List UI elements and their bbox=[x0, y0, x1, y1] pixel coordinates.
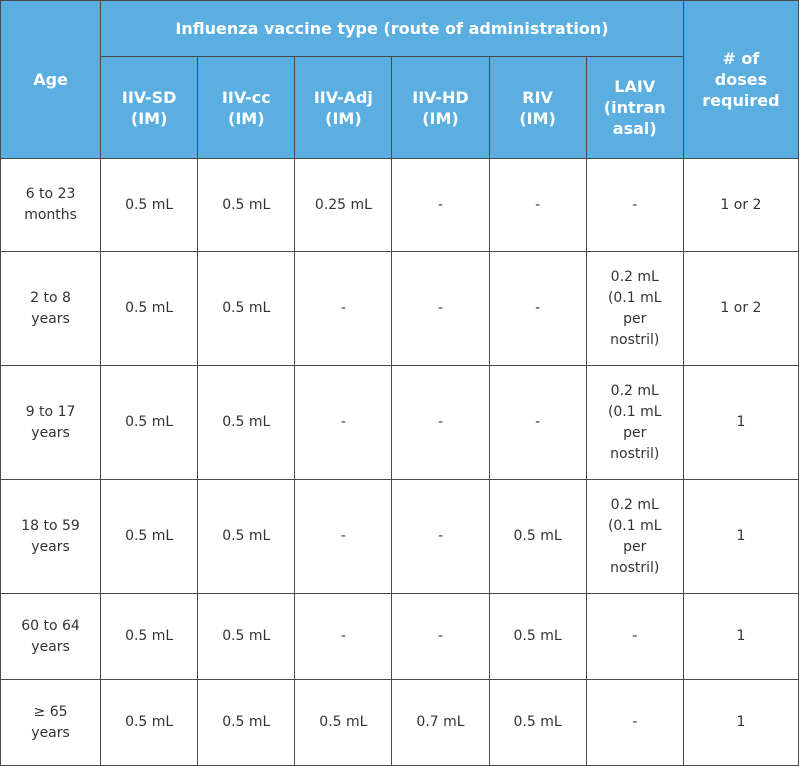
header-riv: RIV (IM) bbox=[488, 56, 587, 159]
header-vaccine-type-group: Influenza vaccine type (route of adminis… bbox=[100, 0, 684, 57]
header-laiv: LAIV (intran asal) bbox=[585, 56, 684, 159]
dose-cell-iiv-adj: 0.5 mL bbox=[294, 679, 393, 766]
doses-required-cell: 1 bbox=[682, 365, 800, 480]
dose-cell-iiv-hd: - bbox=[391, 365, 490, 480]
dose-cell-laiv: - bbox=[585, 679, 684, 766]
table-row: 60 to 64 years 0.5 mL 0.5 mL - - 0.5 mL … bbox=[0, 593, 800, 680]
header-row-vaccine-types: IIV-SD (IM) IIV-cc (IM) IIV-Adj (IM) IIV… bbox=[1, 56, 799, 159]
header-iiv-adj: IIV-Adj (IM) bbox=[294, 56, 393, 159]
dose-cell-riv: 0.5 mL bbox=[488, 593, 587, 680]
doses-required-cell: 1 bbox=[682, 593, 800, 680]
dose-cell-iiv-hd: - bbox=[391, 158, 490, 252]
dose-cell-riv: - bbox=[488, 251, 587, 366]
doses-required-cell: 1 or 2 bbox=[682, 251, 800, 366]
dose-cell-iiv-adj: - bbox=[294, 593, 393, 680]
dose-cell-riv: 0.5 mL bbox=[488, 479, 587, 594]
dose-cell-iiv-cc: 0.5 mL bbox=[197, 251, 296, 366]
doses-required-cell: 1 or 2 bbox=[682, 158, 800, 252]
dose-cell-riv: - bbox=[488, 158, 587, 252]
table-row: ≥ 65 years 0.5 mL 0.5 mL 0.5 mL 0.7 mL 0… bbox=[0, 679, 800, 766]
dose-cell-iiv-sd: 0.5 mL bbox=[100, 479, 199, 594]
header-doses-required: # of doses required bbox=[682, 0, 800, 159]
table-header: Age Influenza vaccine type (route of adm… bbox=[0, 0, 800, 159]
dose-cell-iiv-cc: 0.5 mL bbox=[197, 593, 296, 680]
dose-cell-iiv-hd: 0.7 mL bbox=[391, 679, 490, 766]
table-row: 9 to 17 years 0.5 mL 0.5 mL - - - 0.2 mL… bbox=[0, 365, 800, 480]
header-iiv-hd: IIV-HD (IM) bbox=[391, 56, 490, 159]
dose-cell-iiv-sd: 0.5 mL bbox=[100, 679, 199, 766]
header-row-top: Age Influenza vaccine type (route of adm… bbox=[0, 0, 800, 159]
dose-cell-iiv-hd: - bbox=[391, 593, 490, 680]
header-iiv-cc: IIV-cc (IM) bbox=[197, 56, 296, 159]
dose-cell-iiv-sd: 0.5 mL bbox=[100, 251, 199, 366]
dose-cell-laiv: 0.2 mL (0.1 mL per nostril) bbox=[585, 251, 684, 366]
table-body: 6 to 23 months 0.5 mL 0.5 mL 0.25 mL - -… bbox=[0, 158, 800, 766]
age-cell: 9 to 17 years bbox=[0, 365, 102, 480]
dose-cell-laiv: - bbox=[585, 158, 684, 252]
age-cell: 18 to 59 years bbox=[0, 479, 102, 594]
dose-cell-iiv-adj: 0.25 mL bbox=[294, 158, 393, 252]
dose-cell-riv: - bbox=[488, 365, 587, 480]
age-cell: 2 to 8 years bbox=[0, 251, 102, 366]
dose-cell-iiv-hd: - bbox=[391, 479, 490, 594]
dose-cell-iiv-sd: 0.5 mL bbox=[100, 365, 199, 480]
table-row: 18 to 59 years 0.5 mL 0.5 mL - - 0.5 mL … bbox=[0, 479, 800, 594]
dose-cell-iiv-hd: - bbox=[391, 251, 490, 366]
age-cell: 60 to 64 years bbox=[0, 593, 102, 680]
doses-required-cell: 1 bbox=[682, 679, 800, 766]
dose-cell-iiv-adj: - bbox=[294, 365, 393, 480]
table-row: 2 to 8 years 0.5 mL 0.5 mL - - - 0.2 mL … bbox=[0, 251, 800, 366]
dose-cell-iiv-cc: 0.5 mL bbox=[197, 365, 296, 480]
age-cell: ≥ 65 years bbox=[0, 679, 102, 766]
dose-cell-laiv: 0.2 mL (0.1 mL per nostril) bbox=[585, 365, 684, 480]
dose-cell-iiv-adj: - bbox=[294, 479, 393, 594]
dose-cell-iiv-adj: - bbox=[294, 251, 393, 366]
dose-cell-iiv-cc: 0.5 mL bbox=[197, 679, 296, 766]
dose-cell-laiv: - bbox=[585, 593, 684, 680]
table-row: 6 to 23 months 0.5 mL 0.5 mL 0.25 mL - -… bbox=[0, 158, 800, 252]
dose-cell-riv: 0.5 mL bbox=[488, 679, 587, 766]
dose-cell-iiv-cc: 0.5 mL bbox=[197, 479, 296, 594]
header-iiv-sd: IIV-SD (IM) bbox=[100, 56, 199, 159]
dose-cell-laiv: 0.2 mL (0.1 mL per nostril) bbox=[585, 479, 684, 594]
header-age: Age bbox=[0, 0, 102, 159]
dose-cell-iiv-cc: 0.5 mL bbox=[197, 158, 296, 252]
age-cell: 6 to 23 months bbox=[0, 158, 102, 252]
dose-cell-iiv-sd: 0.5 mL bbox=[100, 593, 199, 680]
dose-cell-iiv-sd: 0.5 mL bbox=[100, 158, 199, 252]
doses-required-cell: 1 bbox=[682, 479, 800, 594]
